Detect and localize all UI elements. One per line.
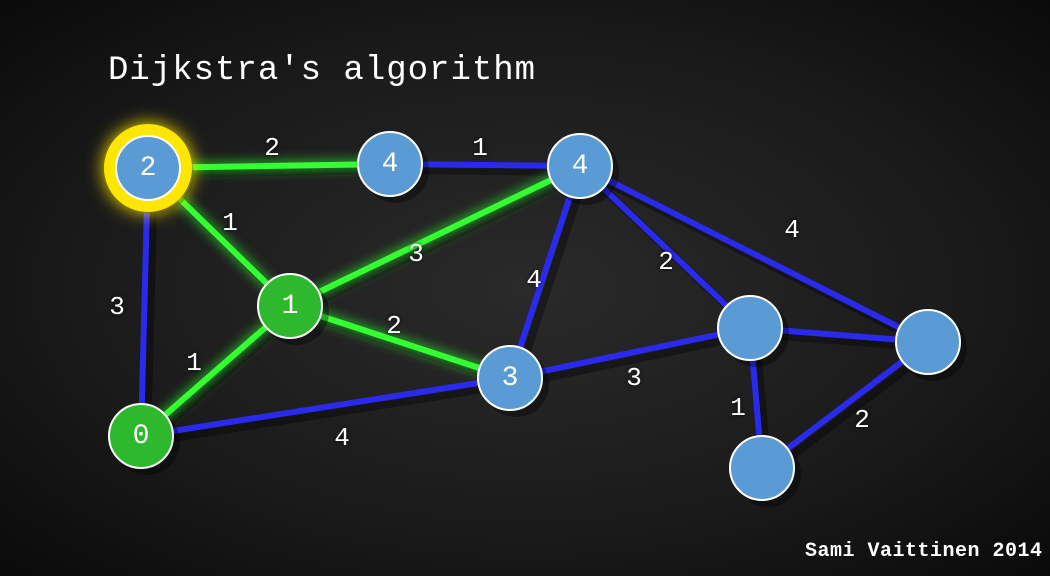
node-label: 2 — [140, 153, 157, 184]
node-label: 3 — [502, 363, 519, 394]
edge-weight-label: 4 — [334, 423, 350, 453]
graph-node: 4 — [547, 133, 613, 199]
edge-weight-label: 2 — [264, 133, 280, 163]
edge-weight-label: 2 — [658, 247, 674, 277]
edge-weight-label: 1 — [222, 208, 238, 238]
graph-node: 2 — [104, 124, 192, 212]
edge-weight-label: 1 — [730, 393, 746, 423]
edge-weight-label: 4 — [784, 215, 800, 245]
edge-weight-label: 4 — [526, 265, 542, 295]
node-label: 4 — [572, 151, 589, 182]
graph-node — [717, 295, 783, 361]
edge-layer — [0, 0, 1050, 576]
edge-weight-label: 2 — [854, 405, 870, 435]
graph-node: 3 — [477, 345, 543, 411]
node-label: 1 — [282, 291, 299, 322]
graph-node: 1 — [257, 273, 323, 339]
edge-weight-label: 1 — [186, 348, 202, 378]
edge-weight-label: 3 — [408, 239, 424, 269]
edge-weight-label: 3 — [109, 292, 125, 322]
edge-weight-label: 3 — [626, 363, 642, 393]
edge-weight-label: 1 — [472, 133, 488, 163]
graph-node: 0 — [108, 403, 174, 469]
graph-node — [895, 309, 961, 375]
node-label: 0 — [133, 421, 150, 452]
edge-weight-label: 2 — [386, 311, 402, 341]
graph-node — [729, 435, 795, 501]
credit-text: Sami Vaittinen 2014 — [805, 540, 1043, 563]
graph-node: 4 — [357, 131, 423, 197]
node-label: 4 — [382, 149, 399, 180]
diagram-stage: Dijkstra's algorithm 31413221424312 0124… — [0, 0, 1050, 576]
